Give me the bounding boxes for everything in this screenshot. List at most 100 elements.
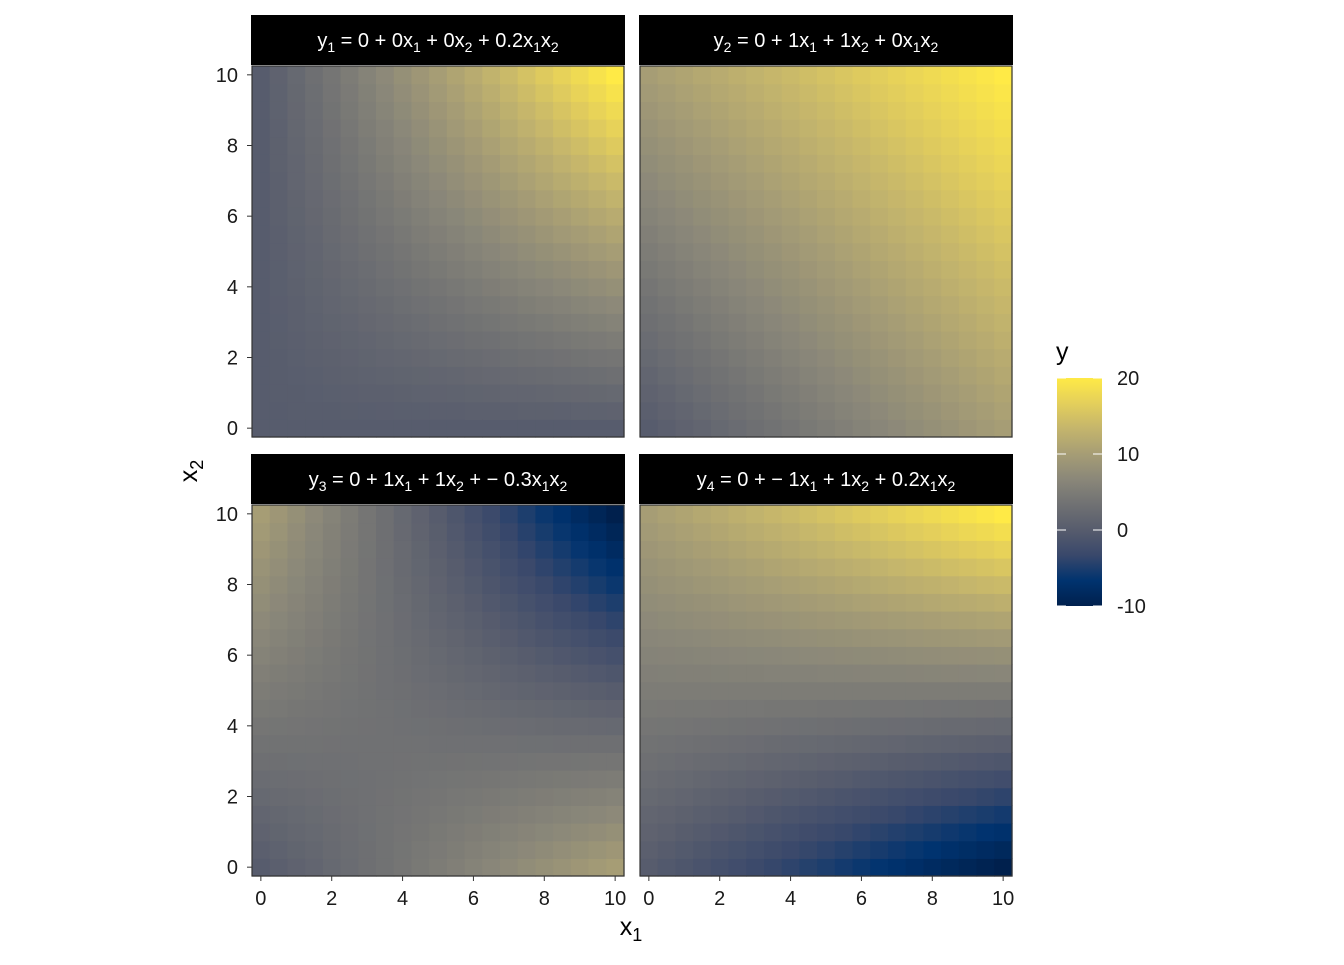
heatmap-tile (606, 136, 625, 155)
heatmap-tile (870, 401, 889, 420)
heatmap-tile (358, 101, 377, 120)
heatmap-tile (870, 331, 889, 350)
heatmap-tile (517, 646, 537, 665)
heatmap-tile (764, 313, 783, 332)
heatmap-tile (588, 172, 607, 191)
legend-tick-label: 10 (1117, 444, 1139, 466)
heatmap-tile (588, 260, 607, 279)
heatmap-tile (994, 207, 1013, 226)
heatmap-tile (606, 787, 625, 806)
heatmap-tile (657, 189, 677, 208)
heatmap-tile (675, 384, 694, 403)
heatmap-tile (817, 823, 836, 842)
heatmap-tile (588, 119, 607, 138)
heatmap-tile (269, 540, 289, 559)
heatmap-tile (817, 313, 836, 332)
heatmap-tile (657, 260, 677, 279)
heatmap-tile (817, 154, 836, 173)
heatmap-tile (252, 348, 271, 367)
heatmap-tile (710, 119, 730, 138)
heatmap-tile (764, 840, 783, 859)
heatmap-tile (710, 646, 730, 665)
heatmap-tile (305, 331, 324, 350)
heatmap-tile (252, 101, 271, 120)
heatmap-tile (888, 734, 907, 753)
heatmap-tile (746, 681, 765, 700)
heatmap-tile (358, 611, 377, 630)
heatmap-tile (358, 260, 377, 279)
heatmap-tile (482, 278, 501, 297)
heatmap-tile (606, 805, 625, 824)
heatmap-tile (570, 611, 590, 630)
heatmap-tile (322, 172, 342, 191)
strip-text-part: + 1x (817, 469, 861, 491)
heatmap-tile (446, 83, 466, 102)
heatmap-tile (657, 681, 677, 700)
heatmap-tile (941, 384, 960, 403)
heatmap-tile (464, 505, 483, 524)
heatmap-tile (588, 366, 607, 385)
heatmap-tile (517, 823, 537, 842)
heatmap-tile (710, 242, 730, 261)
heatmap-tile (500, 699, 519, 718)
heatmap-tile (958, 348, 978, 367)
heatmap-tile (446, 717, 466, 736)
heatmap-tile (746, 83, 765, 102)
heatmap-tile (252, 242, 271, 261)
heatmap-tile (870, 858, 889, 877)
heatmap-tile (411, 401, 430, 420)
heatmap-tile (287, 189, 306, 208)
heatmap-tile (358, 840, 377, 859)
heatmap-tile (429, 858, 448, 877)
heatmap-tile (905, 401, 925, 420)
heatmap-tile (781, 858, 801, 877)
heatmap-tile (693, 331, 712, 350)
heatmap-tile (941, 681, 960, 700)
heatmap-tile (852, 770, 871, 789)
heatmap-tile (517, 136, 537, 155)
heatmap-tile (482, 575, 501, 594)
heatmap-tile (606, 83, 625, 102)
heatmap-tile (852, 207, 871, 226)
heatmap-tile (500, 575, 519, 594)
heatmap-tile (799, 734, 818, 753)
heatmap-tile (340, 664, 359, 683)
heatmap-tile (606, 699, 625, 718)
heatmap-tile (781, 558, 801, 577)
heatmap-tile (710, 522, 730, 541)
heatmap-tile (888, 225, 907, 244)
heatmap-tile (781, 189, 801, 208)
heatmap-tile (764, 787, 783, 806)
heatmap-tile (852, 575, 871, 594)
heatmap-tile (464, 154, 483, 173)
heatmap-tile (923, 242, 942, 261)
heatmap-tile (764, 83, 783, 102)
heatmap-tile (570, 787, 590, 806)
heatmap-tile (710, 154, 730, 173)
heatmap-tile (588, 295, 607, 314)
heatmap-tile (817, 66, 836, 85)
heatmap-tile (799, 664, 818, 683)
heatmap-tile (657, 734, 677, 753)
heatmap-tile (799, 154, 818, 173)
heatmap-tile (994, 278, 1013, 297)
heatmap-tile (606, 189, 625, 208)
heatmap-tile (710, 172, 730, 191)
heatmap-tile (393, 628, 413, 647)
facet-strip-title: y2 = 0 + 1x1 + 1x2 + 0x1x2 (714, 30, 939, 55)
heatmap-tile (710, 136, 730, 155)
heatmap-tile (834, 242, 854, 261)
heatmap-tile (393, 770, 413, 789)
legend-tick-label: 20 (1117, 368, 1139, 390)
heatmap-tile (657, 83, 677, 102)
heatmap-tile (322, 628, 342, 647)
heatmap-tile (728, 770, 747, 789)
heatmap-tile (870, 522, 889, 541)
heatmap-tile (675, 540, 694, 559)
heatmap-tile (517, 628, 537, 647)
heatmap-tile (252, 207, 271, 226)
heatmap-tile (305, 242, 324, 261)
heatmap-tile (570, 260, 590, 279)
heatmap-tile (287, 858, 306, 877)
heatmap-tile (764, 575, 783, 594)
